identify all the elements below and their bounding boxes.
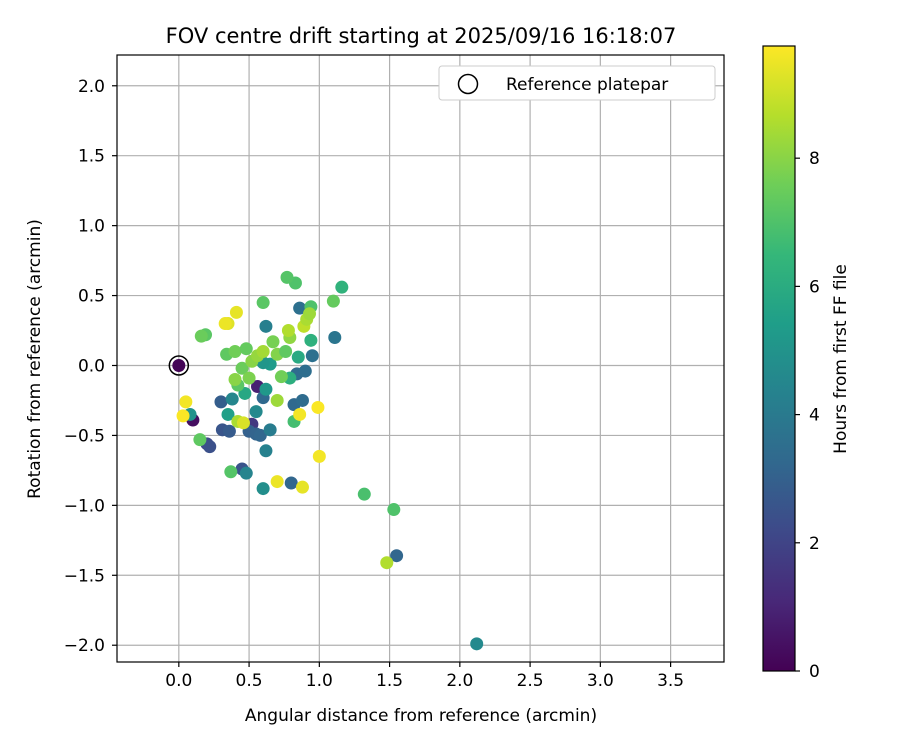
grid [117,55,724,662]
y-tick-label: −1.5 [64,566,105,586]
colorbar-tick-label: 4 [809,406,820,426]
data-point [228,345,242,359]
x-tick-label: 0.0 [165,671,192,691]
data-point [298,364,312,378]
colorbar-tick-label: 6 [809,277,820,297]
colorbar-frame [762,45,796,672]
colorbar-gradient [763,46,795,671]
reference-marker-group [168,355,190,376]
data-point [239,466,253,480]
data-point [242,371,256,385]
x-axis-label: Angular distance from reference (arcmin) [245,706,597,726]
colorbar: 0 2 4 6 8 Hours from first FF file [762,45,851,682]
data-point [280,270,294,284]
data-point [256,296,270,310]
data-point [256,482,270,496]
y-tick-label: 0.5 [78,287,105,307]
colorbar-tick-label: 0 [809,662,820,682]
y-tick-label: 1.0 [78,217,105,237]
data-point [311,400,325,414]
colorbar-label: Hours from first FF file [831,264,851,454]
x-axis-ticks: 0.0 0.5 1.0 1.5 2.0 2.5 3.0 3.5 [165,662,684,691]
colorbar-ticks: 0 2 4 6 8 [795,149,820,682]
data-point [328,331,342,345]
scatter-points [172,270,484,651]
data-point [249,405,263,419]
reference-marker [168,355,190,376]
x-tick-label: 3.5 [657,671,684,691]
x-tick-label: 1.0 [306,671,333,691]
data-point [312,449,326,463]
data-point [225,392,239,406]
data-point [176,409,190,423]
chart-title: FOV centre drift starting at 2025/09/16 … [166,24,677,48]
data-point [259,444,273,458]
data-point [295,393,309,407]
data-point [172,358,186,372]
data-point [214,395,228,409]
data-point [179,395,193,409]
data-point [390,549,404,563]
data-point [326,294,340,308]
y-tick-label: −1.0 [64,496,105,516]
data-point [203,440,217,454]
data-point [302,307,316,321]
legend: Reference platepar [438,65,716,101]
x-tick-label: 2.0 [446,671,473,691]
data-point [304,333,318,347]
data-point [284,476,298,490]
y-tick-label: −2.0 [64,636,105,656]
legend-entry-reference: Reference platepar [506,75,668,95]
data-point [239,342,253,356]
data-point [295,480,309,494]
data-point [279,345,293,359]
data-point [380,556,394,570]
data-point [305,349,319,363]
data-point [387,503,401,517]
data-point [224,465,238,479]
data-point [222,424,236,438]
data-point [281,324,295,338]
plot-area [117,55,724,662]
data-point [236,416,250,430]
x-tick-label: 3.0 [587,671,614,691]
legend-box [438,65,716,101]
data-point [228,372,242,386]
data-point [218,317,232,331]
data-point [470,637,484,651]
data-point [259,382,273,396]
data-point [291,350,305,364]
data-point [266,335,280,349]
plot-frame [116,54,725,663]
data-point [259,319,273,333]
data-point [263,423,277,437]
x-tick-label: 1.5 [376,671,403,691]
y-tick-label: 1.5 [78,147,105,167]
colorbar-tick-label: 8 [809,149,820,169]
data-point [194,329,208,343]
data-point [229,305,243,319]
data-point [221,407,235,421]
data-point [270,475,284,489]
data-point [293,301,307,315]
x-tick-label: 0.5 [236,671,263,691]
colorbar-tick-label: 2 [809,534,820,554]
y-axis-label: Rotation from reference (arcmin) [25,219,45,499]
y-axis-ticks: −2.0 −1.5 −1.0 −0.5 0.0 0.5 1.0 1.5 2.0 [64,77,117,656]
legend-reference-marker [457,73,479,95]
data-point [253,428,267,442]
x-tick-label: 2.5 [517,671,544,691]
data-point [193,433,207,447]
data-point [270,393,284,407]
data-point [335,280,349,294]
data-point [293,407,307,421]
data-point [256,345,270,359]
data-point [235,361,249,375]
y-tick-label: −0.5 [64,426,105,446]
y-tick-label: 2.0 [78,77,105,97]
data-point [357,487,371,501]
data-point [274,370,288,384]
y-tick-label: 0.0 [78,356,105,376]
